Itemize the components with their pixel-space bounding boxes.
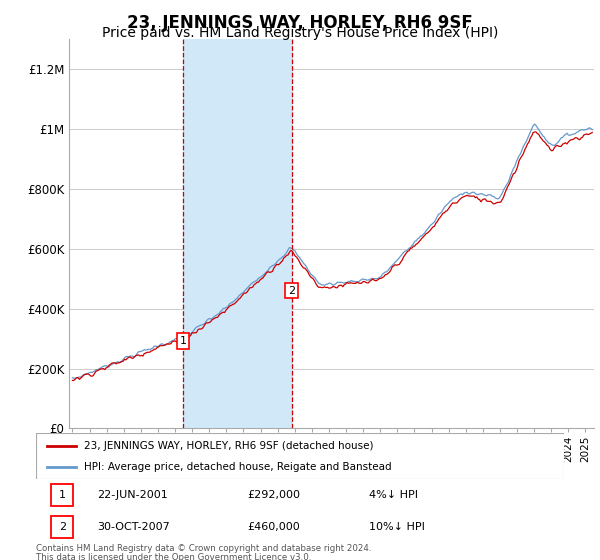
Text: 22-JUN-2001: 22-JUN-2001 <box>97 490 167 500</box>
Text: £460,000: £460,000 <box>247 522 300 532</box>
Text: 2: 2 <box>59 522 66 532</box>
Text: 10%↓ HPI: 10%↓ HPI <box>368 522 425 532</box>
Text: Price paid vs. HM Land Registry's House Price Index (HPI): Price paid vs. HM Land Registry's House … <box>102 26 498 40</box>
Text: Contains HM Land Registry data © Crown copyright and database right 2024.: Contains HM Land Registry data © Crown c… <box>36 544 371 553</box>
Text: This data is licensed under the Open Government Licence v3.0.: This data is licensed under the Open Gov… <box>36 553 311 560</box>
Text: £292,000: £292,000 <box>247 490 300 500</box>
FancyBboxPatch shape <box>36 433 564 479</box>
Text: 1: 1 <box>179 336 187 346</box>
Text: 1: 1 <box>59 490 66 500</box>
Text: 4%↓ HPI: 4%↓ HPI <box>368 490 418 500</box>
Text: 23, JENNINGS WAY, HORLEY, RH6 9SF (detached house): 23, JENNINGS WAY, HORLEY, RH6 9SF (detac… <box>83 441 373 451</box>
FancyBboxPatch shape <box>52 516 73 538</box>
Text: 23, JENNINGS WAY, HORLEY, RH6 9SF: 23, JENNINGS WAY, HORLEY, RH6 9SF <box>127 14 473 32</box>
Text: 30-OCT-2007: 30-OCT-2007 <box>97 522 169 532</box>
FancyBboxPatch shape <box>52 484 73 506</box>
Text: HPI: Average price, detached house, Reigate and Banstead: HPI: Average price, detached house, Reig… <box>83 463 391 472</box>
Text: 2: 2 <box>288 286 295 296</box>
Bar <box>183 39 292 428</box>
